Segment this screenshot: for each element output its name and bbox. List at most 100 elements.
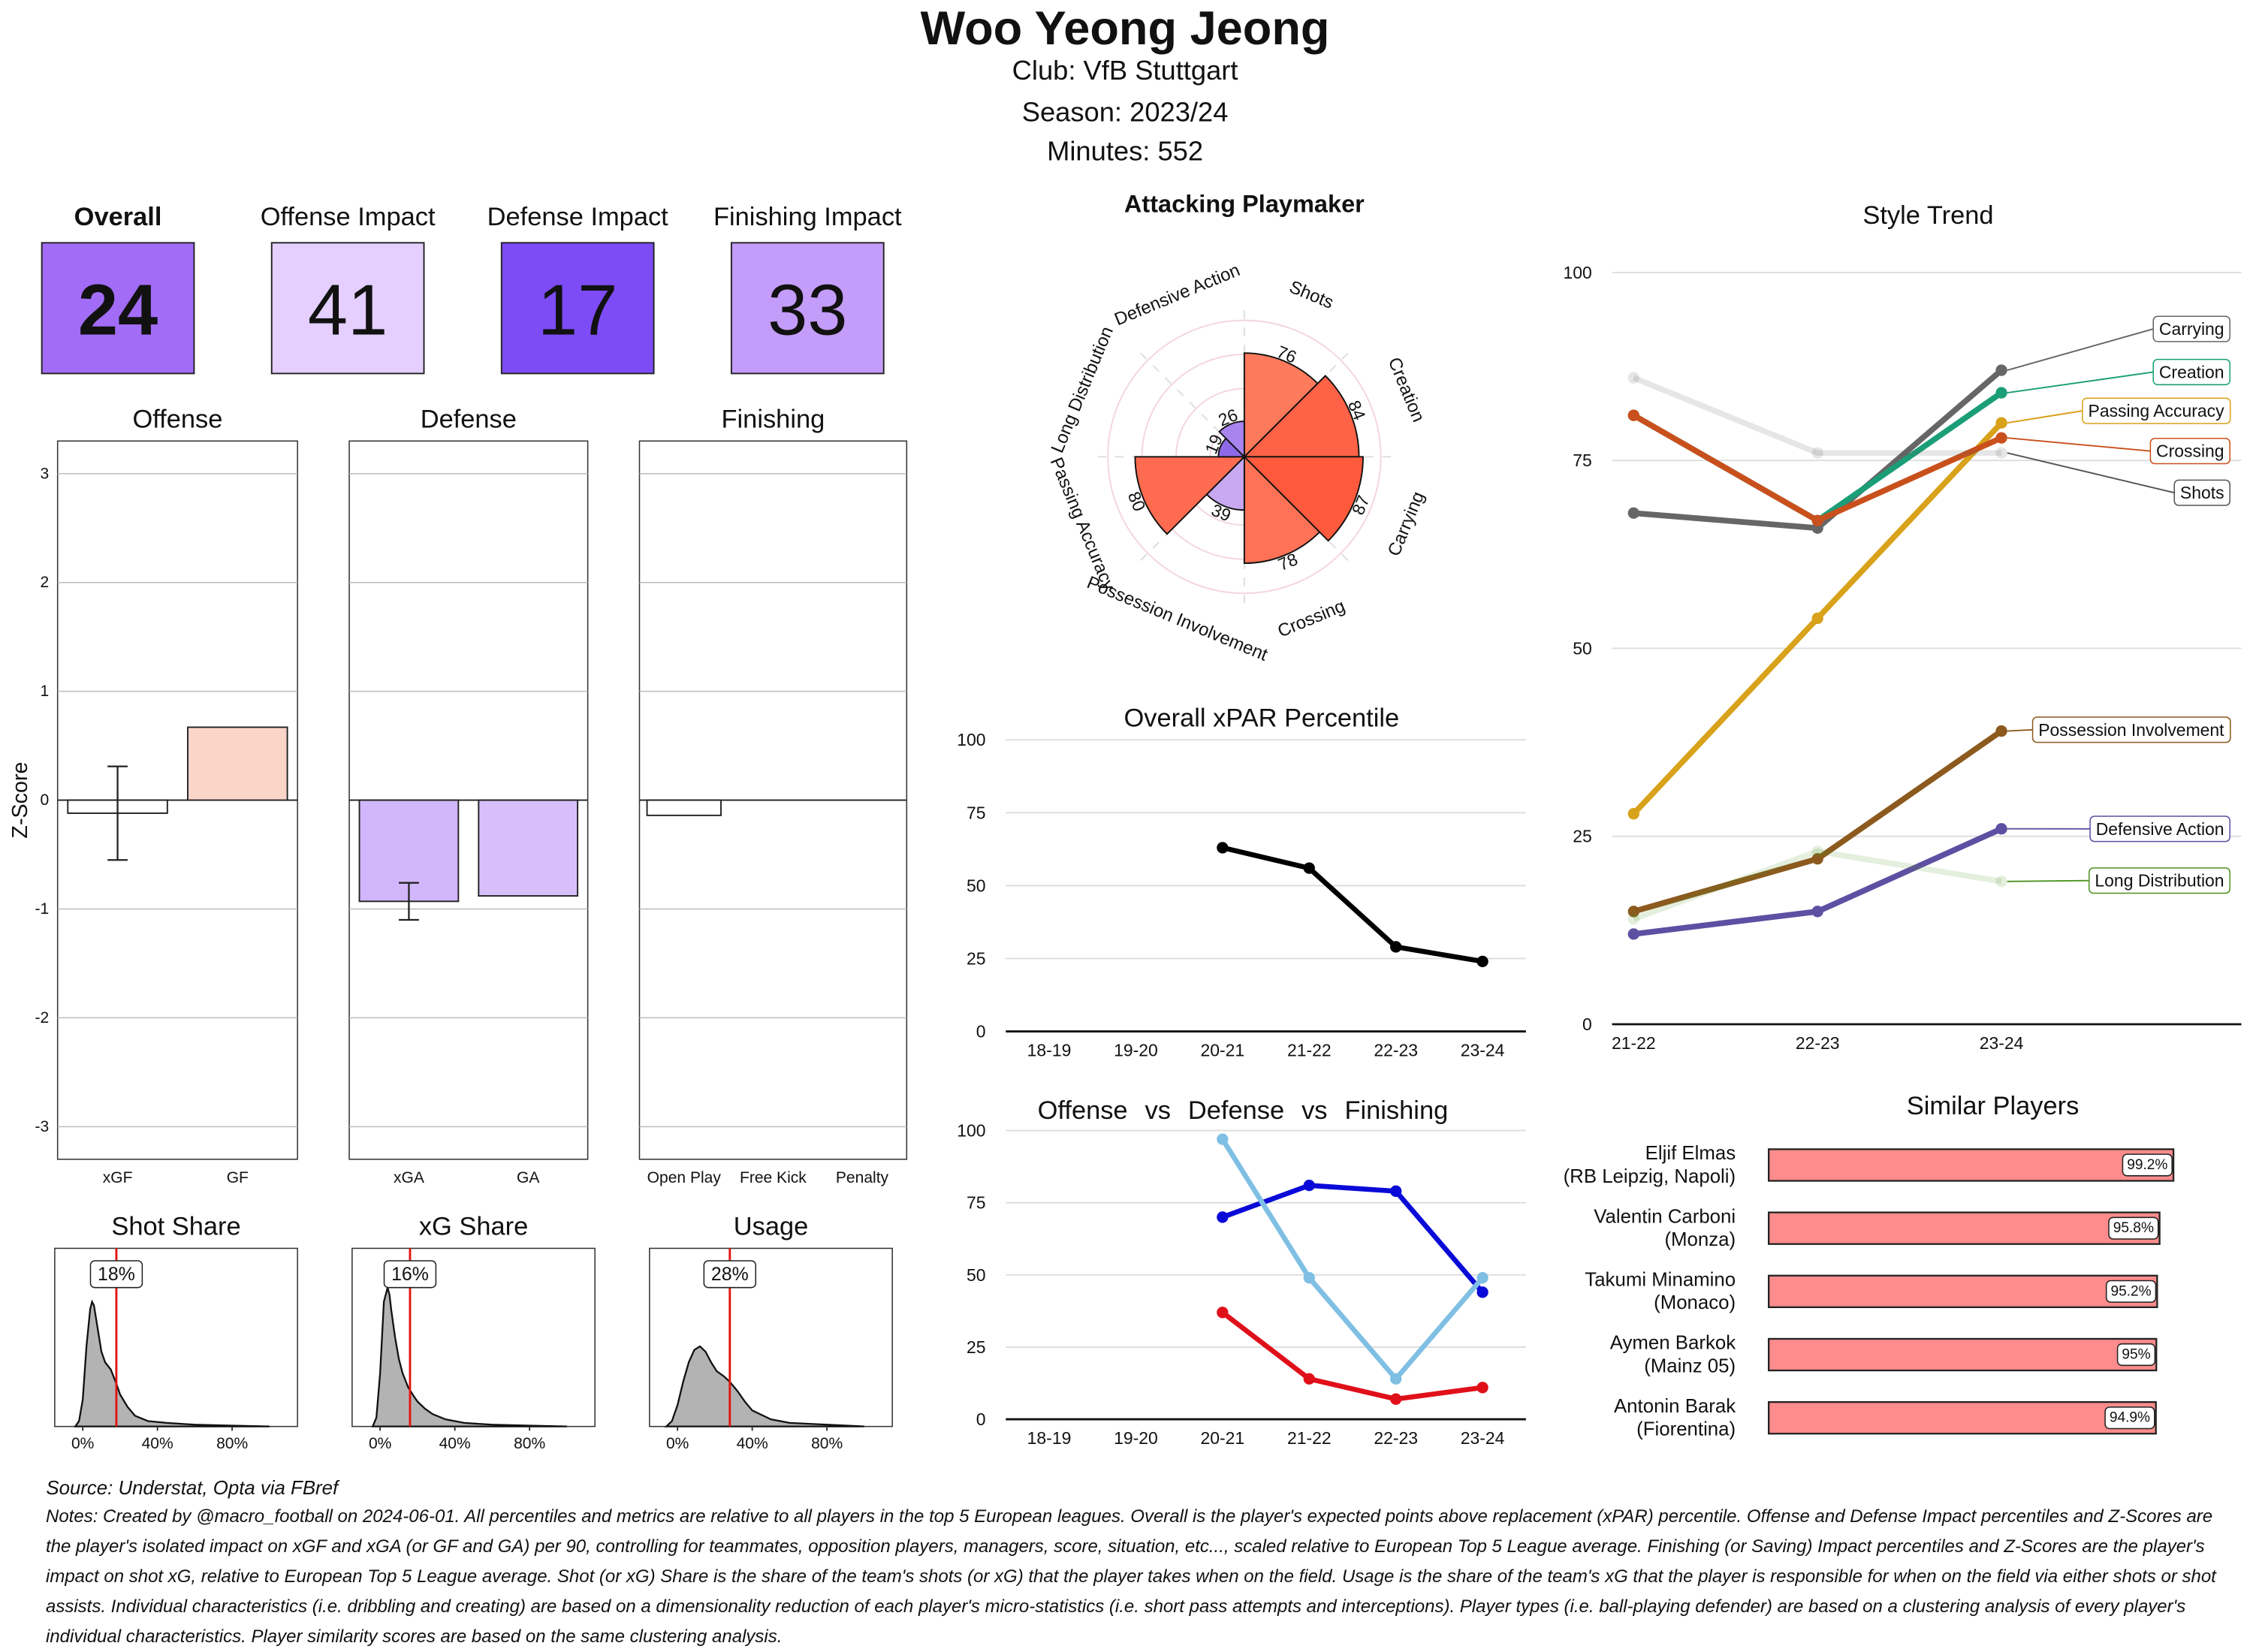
bar <box>478 799 579 897</box>
x-tick-label: 0% <box>369 1435 391 1452</box>
series-label: Defensive Action <box>2096 819 2224 839</box>
marker-label: 18% <box>98 1264 135 1285</box>
label-box <box>2108 1216 2159 1240</box>
impact-label: Offense Impact <box>261 203 436 231</box>
series-point <box>1476 1382 1488 1394</box>
x-tick-label: 80% <box>811 1435 843 1452</box>
series-line <box>1632 848 2002 922</box>
player-name: Valentin Carboni <box>1594 1206 1736 1227</box>
series-point <box>1303 862 1315 874</box>
x-tick-label: 0% <box>71 1435 94 1452</box>
series-label: Crossing <box>2156 442 2224 461</box>
category-label: Creation <box>1384 354 1429 425</box>
y-tick-label: 0 <box>976 1022 986 1042</box>
series-label: Carrying <box>2159 319 2224 339</box>
label-box <box>2122 1153 2173 1177</box>
y-tick-label: 75 <box>967 803 986 822</box>
label-box <box>2104 1406 2155 1430</box>
impact-box <box>500 242 655 375</box>
x-tick-label: 80% <box>216 1435 248 1452</box>
series-point <box>1811 906 1823 918</box>
polar-bar <box>1242 375 1360 458</box>
polar-bar <box>1218 421 1245 459</box>
player-club: (Monaco) <box>1654 1292 1736 1313</box>
series-point <box>1627 928 1639 940</box>
polar-grid <box>1107 319 1382 595</box>
value-label: 95.8% <box>2113 1220 2154 1236</box>
panel-title: Shot Share <box>111 1213 240 1241</box>
chart-title: Overall xPAR Percentile <box>1123 704 1399 733</box>
label-box <box>2089 867 2230 894</box>
category-label: Shots <box>1286 277 1337 313</box>
x-tick-label: xGF <box>103 1169 133 1186</box>
minutes: Minutes: 552 <box>1047 135 1203 166</box>
series-point <box>1217 1307 1229 1319</box>
legend-entry: Offense <box>1038 1096 1128 1125</box>
x-tick-label: 80% <box>514 1435 545 1452</box>
impact-label: Overall <box>74 203 162 231</box>
label-box <box>2149 438 2230 465</box>
series-point <box>1303 1179 1315 1192</box>
chart-title: Style Trend <box>1862 201 1993 230</box>
label-box <box>2089 815 2230 843</box>
category-label: Crossing <box>1274 595 1347 641</box>
series-label: Long Distribution <box>2095 871 2224 891</box>
category-label: Passing Accuracy <box>1046 454 1119 593</box>
x-tick-label: GF <box>227 1169 249 1186</box>
y-tick-label: 25 <box>1573 827 1592 846</box>
y-tick-label: 0 <box>976 1409 986 1429</box>
series-point <box>1627 808 1639 820</box>
player-name: Eljif Elmas <box>1645 1143 1736 1164</box>
x-tick-label: 20-21 <box>1201 1428 1245 1448</box>
label-connector <box>2007 328 2154 371</box>
panel-title: Defense <box>421 405 517 434</box>
y-tick-label: 1 <box>41 683 50 700</box>
y-tick-label: -2 <box>35 1009 50 1026</box>
series-label: Possession Involvement <box>2038 720 2224 740</box>
density-area <box>664 1345 864 1427</box>
y-tick-label: 0 <box>41 791 50 809</box>
label-box <box>89 1260 143 1289</box>
x-tick-label: 21-22 <box>1287 1040 1332 1060</box>
label-box <box>383 1260 437 1289</box>
panel-title: Offense <box>132 405 222 434</box>
series-point <box>1995 823 2007 835</box>
x-tick-label: 18-19 <box>1027 1428 1072 1448</box>
series-point <box>1390 1185 1402 1197</box>
x-tick-label: 40% <box>737 1435 768 1452</box>
series-point <box>1811 447 1823 459</box>
x-tick-label: 19-20 <box>1114 1428 1158 1448</box>
label-connector <box>2007 728 2033 732</box>
label-box <box>2116 1343 2156 1367</box>
series-point <box>1217 842 1229 854</box>
polar-bar <box>1243 352 1319 459</box>
label-box <box>703 1260 757 1289</box>
series-point <box>1811 846 1823 858</box>
x-tick-label: xGA <box>394 1169 424 1186</box>
y-tick-label: 3 <box>41 465 50 482</box>
bar <box>1767 1211 2161 1245</box>
y-tick-label: 0 <box>1582 1014 1592 1034</box>
bar <box>1767 1274 2158 1309</box>
series-point <box>1811 514 1823 526</box>
series-point <box>1476 955 1488 968</box>
x-tick-label: 22-23 <box>1374 1040 1418 1060</box>
x-tick-label: GA <box>517 1169 539 1186</box>
bar <box>646 799 722 816</box>
series-point <box>1217 1211 1229 1223</box>
y-tick-label: 25 <box>967 948 986 968</box>
x-tick-label: 20-21 <box>1201 1040 1245 1060</box>
x-tick-label: Penalty <box>836 1169 889 1186</box>
series-line <box>1220 1138 1485 1382</box>
series-point <box>1627 906 1639 918</box>
series-point <box>1476 1286 1488 1298</box>
bar <box>1767 1337 2158 1372</box>
source: Source: Understat, Opta via FBref <box>46 1478 340 1499</box>
y-tick-label: -1 <box>35 900 50 918</box>
x-tick-label: Open Play <box>647 1169 722 1186</box>
impact-box <box>730 242 885 375</box>
series-point <box>1995 364 2007 376</box>
x-tick-label: 23-24 <box>1461 1040 1505 1060</box>
series-point <box>1390 941 1402 953</box>
